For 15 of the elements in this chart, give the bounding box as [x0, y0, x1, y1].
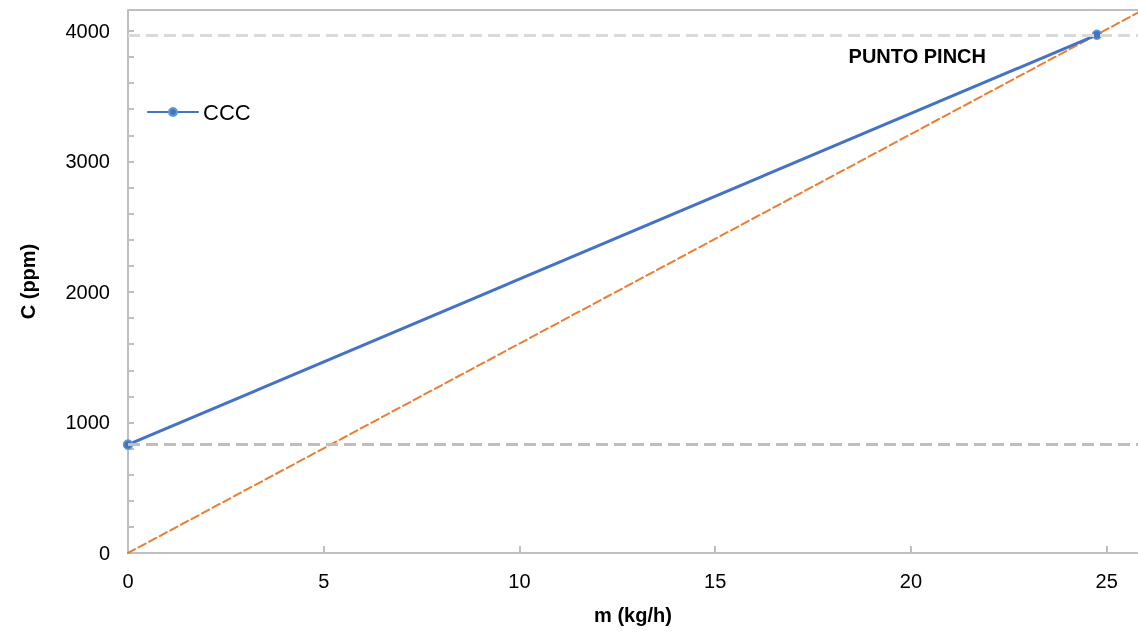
y-tick-label: 2000	[65, 280, 110, 303]
annotation: PUNTO PINCH	[848, 45, 986, 67]
legend-label: CCC	[203, 99, 251, 125]
x-tick-label: 10	[508, 570, 531, 592]
x-axis-title: m (kg/h)	[594, 604, 672, 626]
y-tick-label: 4000	[65, 19, 110, 42]
y-tick-label: 0	[98, 542, 110, 564]
y-tick-label: 3000	[65, 150, 110, 173]
x-tick-label: 15	[704, 570, 727, 592]
x-tick-label: 25	[1095, 570, 1118, 592]
y-axis-title: C (ppm)	[17, 243, 39, 320]
x-tick-label: 5	[318, 570, 330, 592]
y-tick-label: 1000	[65, 411, 110, 434]
x-tick-label: 0	[122, 570, 134, 592]
x-tick-label: 20	[899, 570, 923, 592]
